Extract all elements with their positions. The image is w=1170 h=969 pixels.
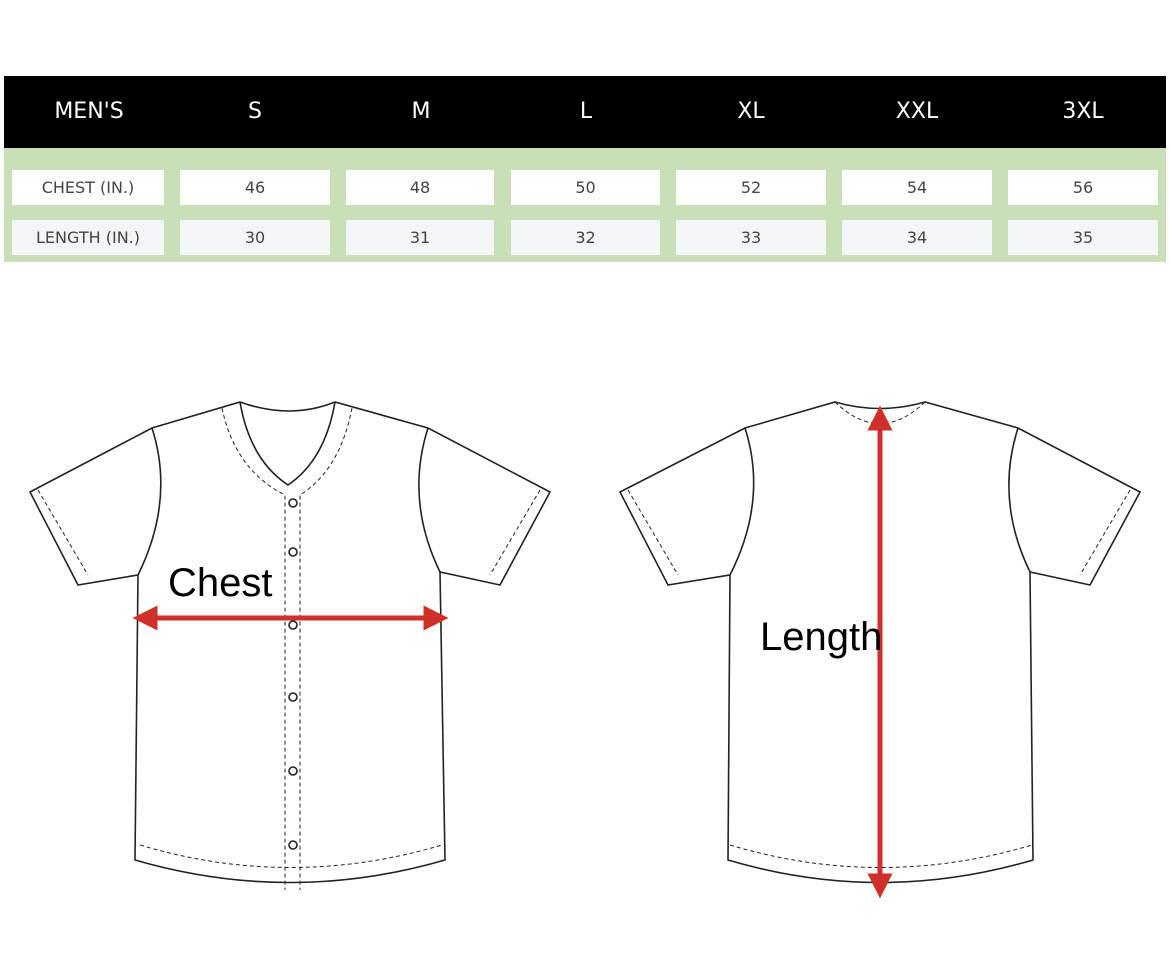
row-label-length: LENGTH (IN.) [12, 220, 164, 255]
table-cell: 48 [346, 170, 494, 205]
size-table-header: MEN'S S M L XL XXL 3XL [4, 76, 1166, 148]
front-shirt [28, 401, 552, 890]
table-cell: 52 [676, 170, 826, 205]
header-size-xl: XL [737, 99, 765, 124]
table-cell: 50 [511, 170, 660, 205]
table-cell: 33 [676, 220, 826, 255]
row-label-chest: CHEST (IN.) [12, 170, 164, 205]
header-size-m: M [411, 99, 431, 124]
table-cell: 34 [842, 220, 992, 255]
header-size-3xl: 3XL [1062, 99, 1104, 124]
chest-label: Chest [168, 561, 273, 605]
table-cell: 35 [1008, 220, 1158, 255]
header-mens: MEN'S [54, 99, 124, 124]
table-cell: 56 [1008, 170, 1158, 205]
table-cell: 46 [180, 170, 330, 205]
table-cell: 54 [842, 170, 992, 205]
header-size-l: L [579, 99, 593, 124]
length-label: Length [760, 615, 882, 659]
header-size-s: S [248, 99, 262, 124]
size-table-body: CHEST (IN.) 46 48 50 52 54 56 LENGTH (IN… [4, 148, 1166, 262]
table-cell: 31 [346, 220, 494, 255]
header-size-xxl: XXL [895, 99, 939, 124]
table-cell: 32 [511, 220, 660, 255]
table-cell: 30 [180, 220, 330, 255]
